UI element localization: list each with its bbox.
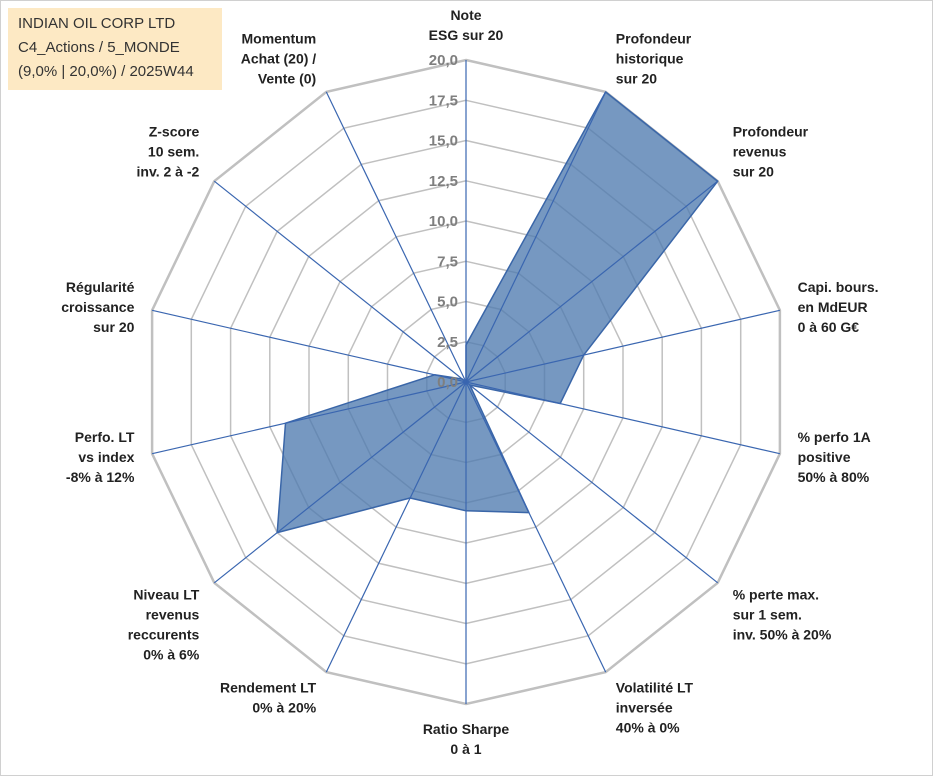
spoke-2 bbox=[465, 180, 719, 383]
spoke-6 bbox=[465, 381, 607, 673]
axis-label-8: Rendement LT 0% à 20% bbox=[220, 680, 317, 716]
axis-label-5: % perte max. sur 1 sem. inv. 50% à 20% bbox=[733, 587, 832, 643]
spoke-4 bbox=[465, 381, 781, 455]
radial-tick-labels: 0,0 2,5 5,0 7,5 10,0 12,5 15,0 17,5 20,0 bbox=[429, 52, 458, 391]
axis-label-11: Régularité croissance sur 20 bbox=[61, 279, 134, 335]
parameters-line: (9,0% | 20,0%) / 2025W44 bbox=[18, 63, 194, 80]
spoke-3 bbox=[465, 309, 781, 383]
tick-label-3: 7,5 bbox=[437, 253, 458, 270]
axis-labels: Note ESG sur 20 Profondeur historique sur 20… bbox=[61, 7, 878, 757]
radar-series bbox=[276, 91, 719, 534]
tick-label-5: 12,5 bbox=[429, 173, 458, 190]
spoke-5 bbox=[465, 381, 719, 584]
tick-label-8: 20,0 bbox=[429, 52, 458, 69]
tick-label-0: 0,0 bbox=[437, 374, 458, 391]
spoke-13 bbox=[325, 91, 467, 383]
radar-spokes bbox=[151, 60, 781, 704]
category-line: C4_Actions / 5_MONDE bbox=[18, 39, 180, 56]
tick-label-2: 5,0 bbox=[437, 294, 458, 311]
axis-label-0: Note ESG sur 20 bbox=[429, 7, 504, 43]
axis-label-10: Perfo. LT vs index -8% à 12% bbox=[66, 429, 135, 485]
axis-label-6: Volatilité LT inversée 40% à 0% bbox=[616, 680, 694, 736]
spoke-8 bbox=[325, 381, 467, 673]
info-box: INDIAN OIL CORP LTD C4_Actions / 5_MONDE… bbox=[8, 8, 222, 90]
axis-label-4: % perfo 1A positive 50% à 80% bbox=[798, 429, 871, 485]
axis-label-9: Niveau LT revenus reccurents 0% à 6% bbox=[128, 587, 200, 663]
axis-label-12: Z-score 10 sem. inv. 2 à -2 bbox=[137, 124, 200, 180]
spoke-11 bbox=[151, 309, 467, 383]
tick-label-4: 10,0 bbox=[429, 213, 458, 230]
tick-label-6: 15,0 bbox=[429, 133, 458, 150]
spoke-1 bbox=[465, 91, 607, 383]
spoke-9 bbox=[213, 381, 467, 584]
company-name: INDIAN OIL CORP LTD bbox=[18, 15, 176, 32]
tick-label-7: 17,5 bbox=[429, 92, 458, 109]
axis-label-13: Momentum Achat (20) / Vente (0) bbox=[241, 30, 317, 86]
axis-label-2: Profondeur revenus sur 20 bbox=[733, 124, 809, 180]
axis-label-1: Profondeur historique sur 20 bbox=[616, 30, 692, 86]
series-area bbox=[276, 91, 719, 534]
axis-label-7: Ratio Sharpe 0 à 1 bbox=[423, 721, 510, 757]
spoke-10 bbox=[151, 381, 467, 455]
spoke-12 bbox=[213, 180, 467, 383]
tick-label-1: 2,5 bbox=[437, 334, 458, 351]
axis-label-3: Capi. bours. en MdEUR 0 à 60 G€ bbox=[798, 279, 879, 335]
